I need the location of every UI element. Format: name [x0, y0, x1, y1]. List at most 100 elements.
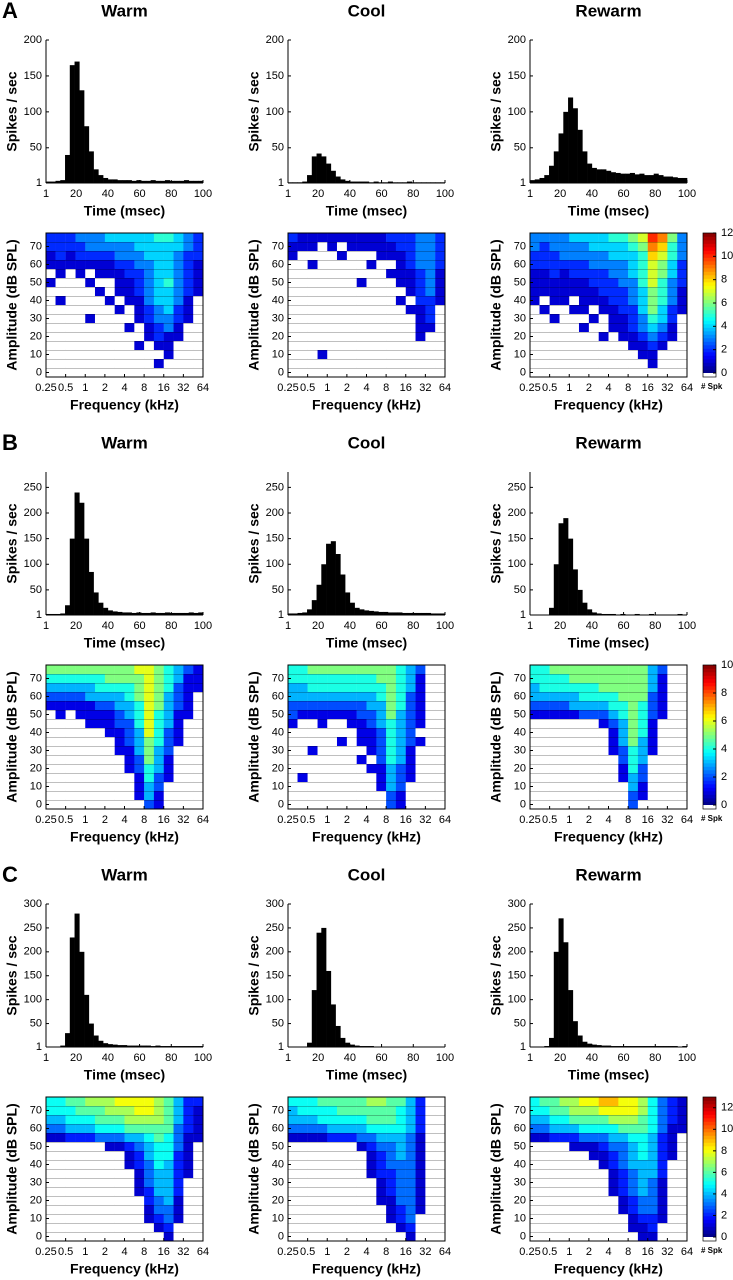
colorbar-segment — [703, 735, 716, 739]
cell — [174, 1151, 184, 1160]
cell — [540, 1151, 550, 1160]
x-tick-label: 32 — [661, 814, 673, 826]
cell — [66, 1142, 76, 1151]
bar — [307, 609, 312, 615]
x-tick-label: 40 — [102, 1052, 114, 1064]
cell — [579, 359, 589, 368]
cell — [347, 359, 357, 368]
cell — [164, 242, 174, 251]
cell — [318, 737, 328, 746]
cell — [125, 233, 135, 242]
cell — [530, 287, 540, 296]
cell — [174, 278, 184, 287]
cell — [56, 1151, 66, 1160]
cell — [105, 359, 115, 368]
cell — [357, 341, 367, 350]
cell — [638, 737, 648, 746]
colorbar-segment — [703, 321, 716, 325]
cell — [193, 683, 203, 692]
cell — [105, 710, 115, 719]
chart-title: Warm — [101, 433, 148, 452]
colorbar-segment — [703, 770, 716, 774]
cell — [164, 1223, 174, 1232]
cell — [435, 764, 445, 773]
cell — [609, 1214, 619, 1223]
bar — [65, 1033, 70, 1047]
cell — [174, 1160, 184, 1169]
colorbar-segment — [703, 1192, 716, 1196]
cell — [667, 341, 677, 350]
cell — [569, 1133, 579, 1142]
cell — [628, 701, 638, 710]
cell — [599, 1178, 609, 1187]
y-tick-label: 10 — [30, 348, 42, 360]
y-tick-label: 150 — [266, 533, 284, 545]
cell — [144, 755, 154, 764]
cell — [550, 242, 560, 251]
cell — [618, 683, 628, 692]
cell — [589, 1097, 599, 1106]
cell — [599, 260, 609, 269]
cell — [589, 800, 599, 809]
cell — [308, 1142, 318, 1151]
cell — [105, 1178, 115, 1187]
bar — [559, 133, 564, 183]
cell — [357, 314, 367, 323]
cell — [46, 755, 56, 764]
bar — [108, 610, 113, 615]
cell — [337, 701, 347, 710]
cell — [599, 323, 609, 332]
cell — [115, 1178, 125, 1187]
cell — [105, 368, 115, 377]
cell — [540, 1115, 550, 1124]
colorbar-segment — [703, 1223, 716, 1227]
cell — [406, 701, 416, 710]
y-tick-label: 250 — [508, 922, 526, 934]
cell — [406, 1187, 416, 1196]
cell — [95, 350, 105, 359]
x-tick-label: 80 — [649, 620, 661, 632]
y-tick-label: 0 — [278, 366, 284, 378]
cell — [677, 278, 687, 287]
cell — [56, 710, 66, 719]
cell — [66, 1187, 76, 1196]
cell — [56, 332, 66, 341]
cell — [667, 1142, 677, 1151]
cell — [599, 692, 609, 701]
x-tick-label: 60 — [133, 188, 145, 200]
y-tick-label: 70 — [272, 240, 284, 252]
cell — [76, 287, 86, 296]
cell — [347, 755, 357, 764]
cell — [174, 269, 184, 278]
cell — [638, 728, 648, 737]
cell — [347, 1232, 357, 1241]
cell — [85, 242, 95, 251]
cell — [298, 341, 308, 350]
cell — [609, 341, 619, 350]
x-tick-label: 40 — [586, 620, 598, 632]
cell — [425, 800, 435, 809]
cell — [628, 1115, 638, 1124]
cell — [298, 791, 308, 800]
cell — [396, 764, 406, 773]
cell — [550, 1205, 560, 1214]
x-tick-label: 0.5 — [300, 382, 315, 394]
cell — [105, 1124, 115, 1133]
cell — [66, 269, 76, 278]
cell — [318, 1133, 328, 1142]
cell — [164, 692, 174, 701]
y-tick-label: 1 — [36, 609, 42, 621]
cell — [327, 746, 337, 755]
cell — [318, 1196, 328, 1205]
cell — [125, 251, 135, 260]
cell — [648, 683, 658, 692]
bar — [70, 539, 75, 615]
cell — [618, 314, 628, 323]
cell — [134, 368, 144, 377]
cell — [667, 1115, 677, 1124]
cell — [550, 683, 560, 692]
cell — [46, 701, 56, 710]
cell — [115, 782, 125, 791]
cell — [569, 1187, 579, 1196]
y-tick-label: 1 — [278, 609, 284, 621]
